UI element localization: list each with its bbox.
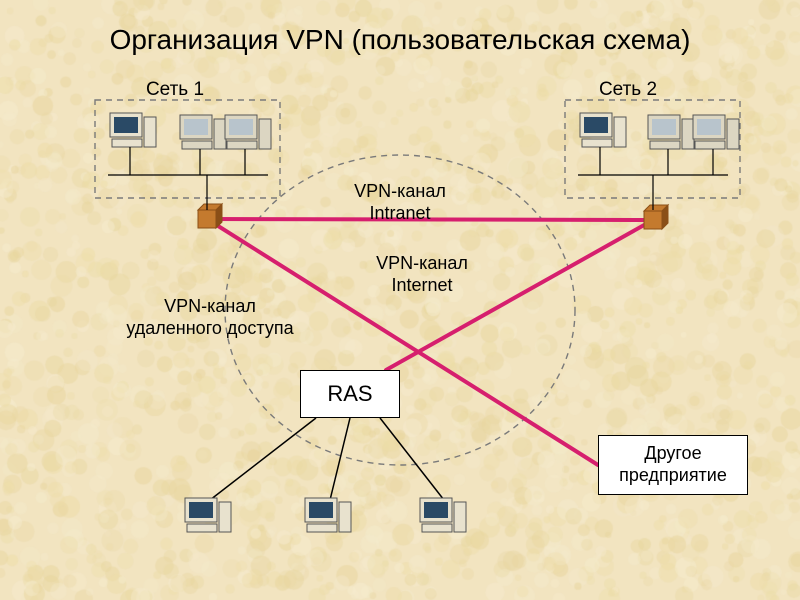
pc-icon-net1-0 — [110, 113, 156, 147]
router-r2 — [644, 211, 662, 229]
pc-icon-bottom-1 — [305, 498, 351, 532]
label-vpn-intranet-l2: Intranet — [290, 202, 510, 225]
pc-icon-bottom-2 — [420, 498, 466, 532]
pc-icon-net1-1 — [180, 115, 226, 149]
ras-spoke-2 — [380, 418, 444, 500]
pc-icon-bottom-0 — [185, 498, 231, 532]
other-box-line2: предприятие — [619, 465, 727, 487]
label-vpn-internet-l1: VPN-канал — [312, 252, 532, 275]
pc-icon-net2-0 — [580, 113, 626, 147]
pc-icon-net2-1 — [648, 115, 694, 149]
router-r1 — [198, 210, 216, 228]
label-vpn-intranet-l1: VPN-канал — [290, 180, 510, 203]
pc-icon-net2-2 — [693, 115, 739, 149]
ras-box: RAS — [300, 370, 400, 418]
pc-icon-net1-2 — [225, 115, 271, 149]
label-net2: Сеть 2 — [578, 78, 678, 103]
label-vpn-internet-l2: Internet — [312, 274, 532, 297]
label-net1: Сеть 1 — [125, 78, 225, 103]
ras-spoke-0 — [210, 418, 316, 500]
ras-spoke-1 — [330, 418, 350, 500]
label-vpn-remote-l1: VPN-канал — [100, 295, 320, 318]
label-vpn-remote-l2: удаленного доступа — [100, 317, 320, 340]
other-box-line1: Другое — [644, 443, 701, 465]
page-title: Организация VPN (пользовательская схема) — [0, 24, 800, 56]
other-enterprise-box: Другоепредприятие — [598, 435, 748, 495]
